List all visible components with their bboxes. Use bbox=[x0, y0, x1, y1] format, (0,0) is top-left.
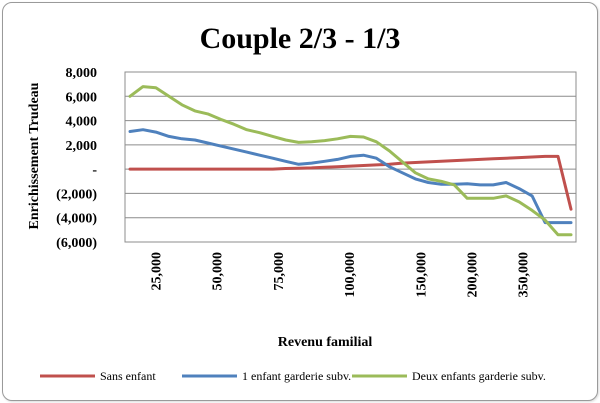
series-line bbox=[128, 85, 573, 237]
y-tick-label: 2,000 bbox=[66, 139, 98, 154]
y-tick-label: (6,000) bbox=[56, 236, 97, 251]
x-tick-label: 50,000 bbox=[211, 252, 226, 291]
legend-label: Sans enfant bbox=[100, 369, 156, 383]
x-tick-label: 200,000 bbox=[466, 252, 481, 298]
x-axis-label: Revenu familial bbox=[278, 335, 373, 350]
x-tick-label: 75,000 bbox=[272, 252, 287, 291]
x-tick-label: 150,000 bbox=[415, 252, 430, 298]
gridlines bbox=[124, 71, 577, 243]
y-tick-label: 6,000 bbox=[66, 90, 98, 105]
x-tick-label: 25,000 bbox=[149, 252, 164, 291]
y-tick-label: (2,000) bbox=[56, 187, 97, 202]
y-tick-label: 4,000 bbox=[66, 115, 98, 130]
series-line bbox=[128, 128, 573, 225]
y-tick-label: (4,000) bbox=[56, 212, 97, 227]
x-tick-label: 100,000 bbox=[343, 252, 358, 298]
y-tick-label: - bbox=[92, 163, 97, 178]
plot-area bbox=[124, 71, 577, 243]
y-tick-label: 8,000 bbox=[66, 66, 98, 81]
legend: Sans enfant 1 enfant garderie subv. Deux e… bbox=[40, 369, 546, 383]
chart-title: Couple 2/3 - 1/3 bbox=[200, 22, 401, 55]
series-line bbox=[128, 154, 573, 211]
y-axis-ticks: (6,000) (4,000) (2,000) - 2,000 4,000 6,000 8,0… bbox=[56, 66, 97, 251]
y-axis-label: Enrichissement Trudeau bbox=[27, 82, 42, 229]
series-lines bbox=[128, 85, 573, 237]
legend-label: 1 enfant garderie subv. bbox=[242, 369, 351, 383]
x-tick-label: 350,000 bbox=[517, 252, 532, 298]
legend-label: Deux enfants garderie subv. bbox=[412, 369, 546, 383]
x-axis-ticks: 25,000 50,000 75,000 100,000 150,000 200,000 3… bbox=[149, 252, 531, 298]
